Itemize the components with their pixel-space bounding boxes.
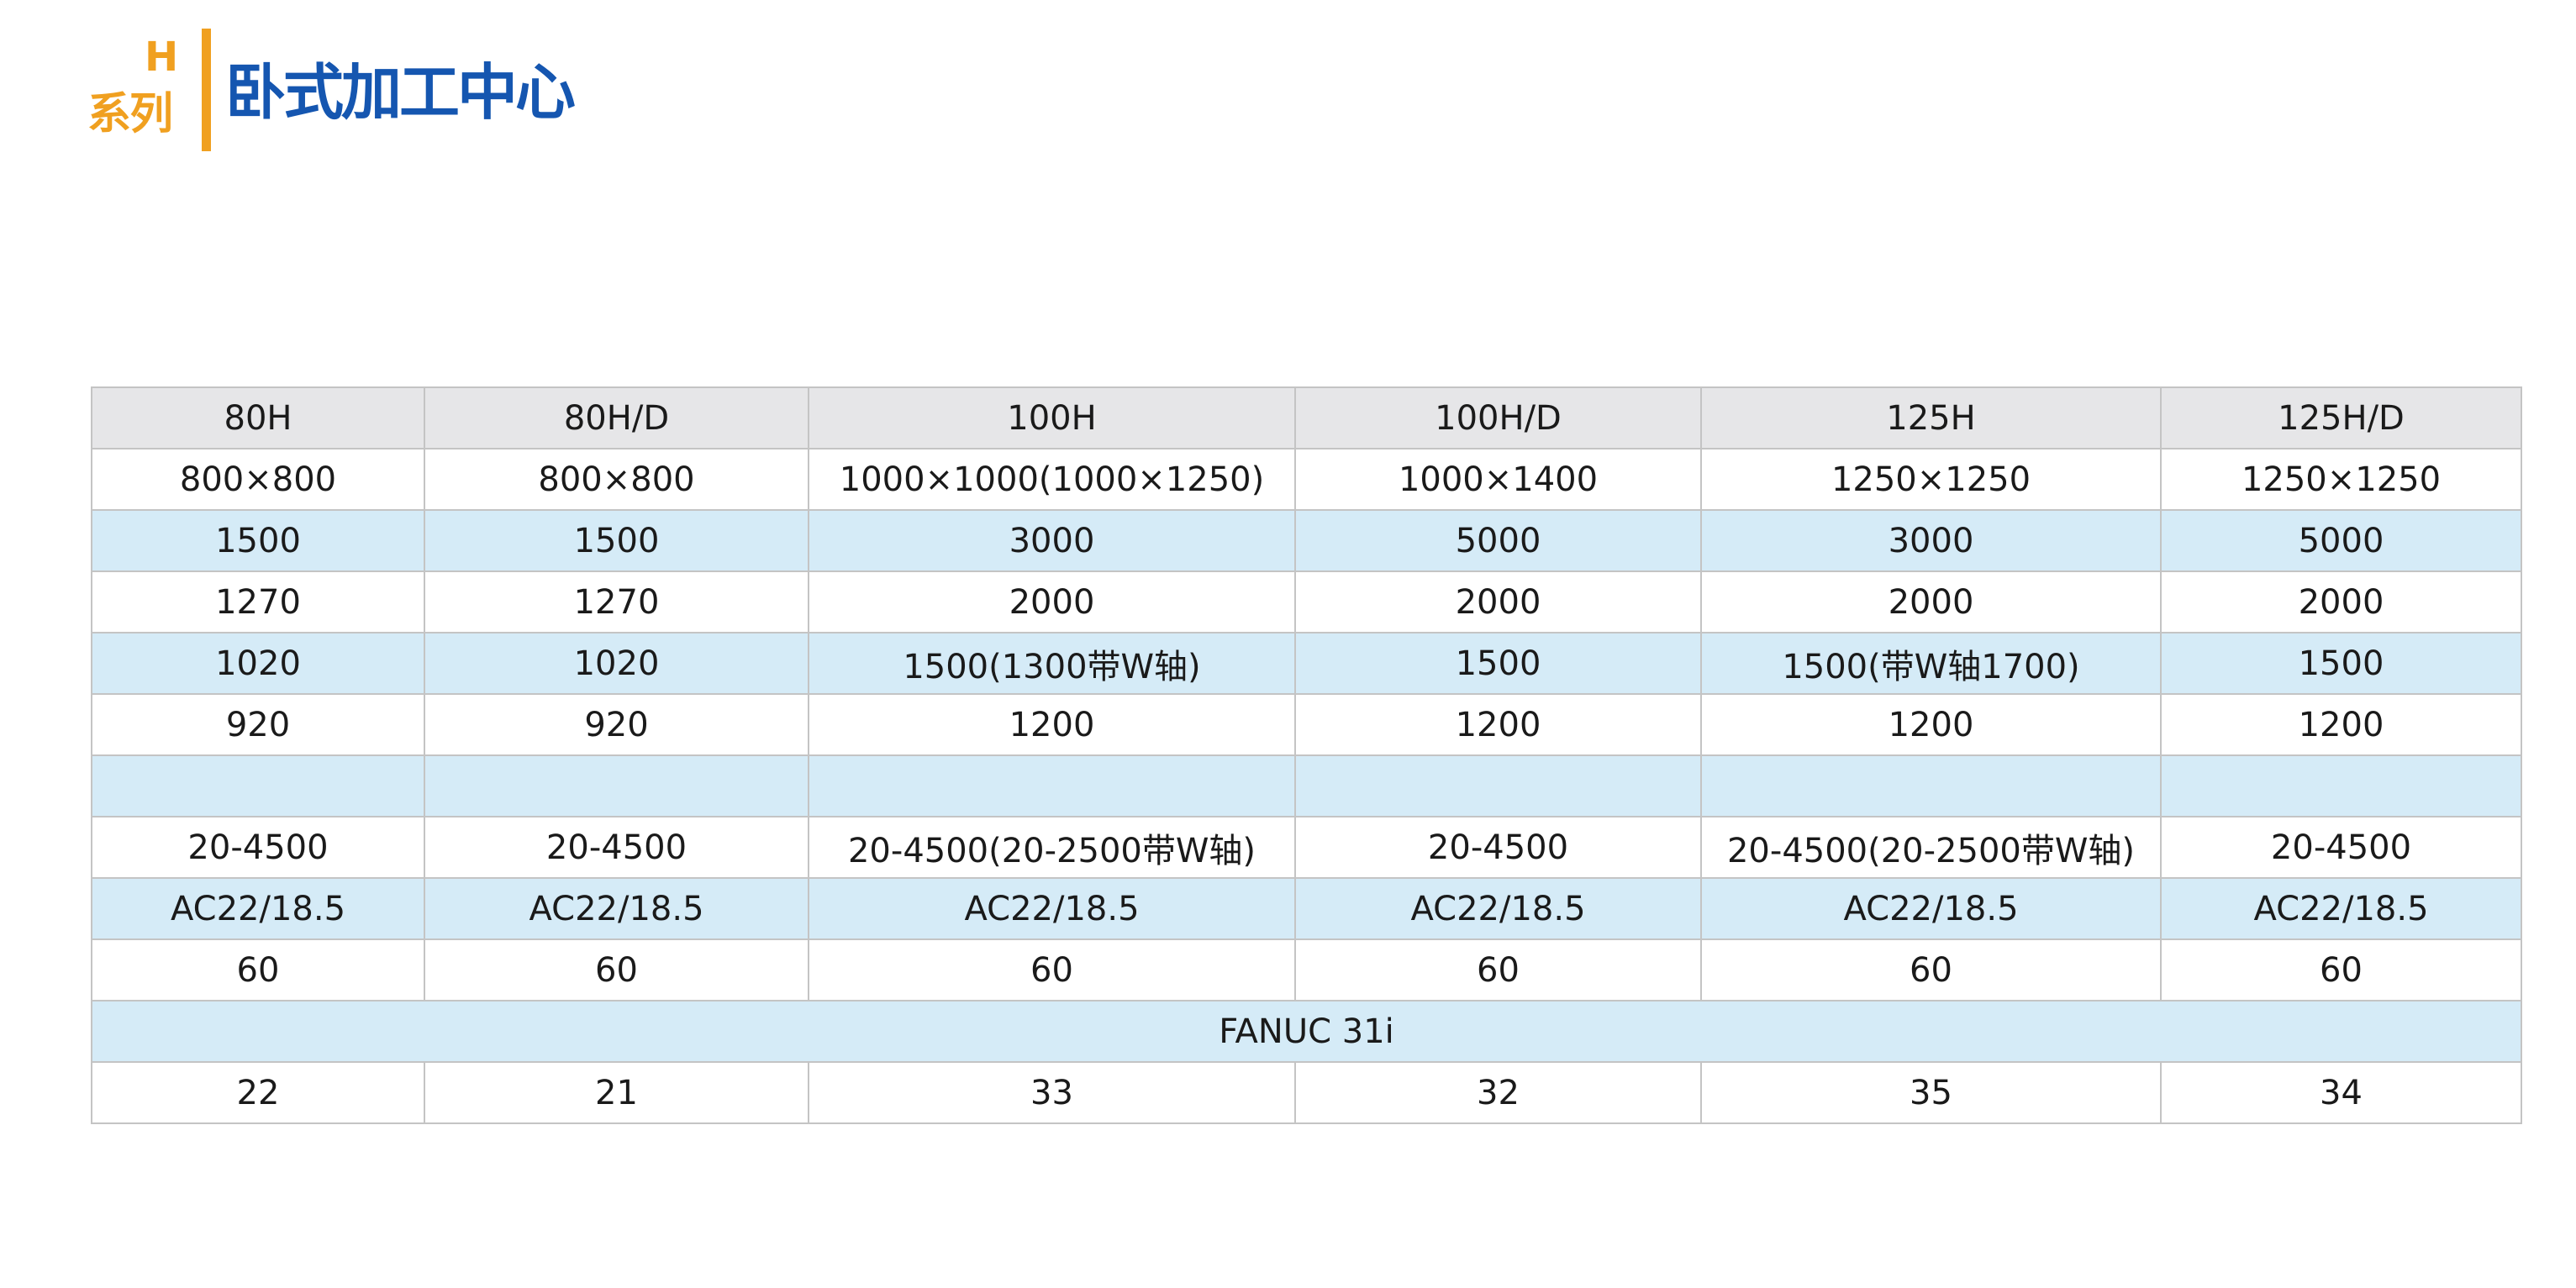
table-cell: 1200: [1700, 693, 2162, 756]
table-cell: 1500(带W轴1700): [1700, 632, 2162, 695]
table-cell: 1500(1300带W轴): [808, 632, 1296, 695]
table-cell: [2160, 754, 2522, 817]
table-cell: 60: [91, 938, 425, 1001]
table-cell: 2000: [2160, 570, 2522, 633]
spec-table: 80H 80H/D 100H 100H/D 125H 125H/D 800×80…: [91, 386, 2522, 1124]
table-cell: 1250×1250: [1700, 448, 2162, 511]
column-header: 100H: [808, 386, 1296, 449]
table-cell: 5000: [2160, 509, 2522, 572]
table-cell: 60: [2160, 938, 2522, 1001]
table-cell: 1000×1400: [1294, 448, 1702, 511]
table-cell: 5000: [1294, 509, 1702, 572]
table-cell: 20-4500: [2160, 816, 2522, 879]
page-title: 卧式加工中心: [225, 57, 576, 128]
table-cell: [808, 754, 1296, 817]
table-cell: AC22/18.5: [424, 877, 809, 940]
table-cell: 60: [424, 938, 809, 1001]
table-cell: 20-4500: [1294, 816, 1702, 879]
cnc-system-cell: FANUC 31i: [91, 1000, 2522, 1063]
table-cell: 33: [808, 1061, 1296, 1124]
series-letter: H: [145, 34, 179, 81]
table-cell: 20-4500(20-2500带W轴): [1700, 816, 2162, 879]
table-cell: AC22/18.5: [1700, 877, 2162, 940]
table-cell: 60: [1294, 938, 1702, 1001]
table-cell: 3000: [1700, 509, 2162, 572]
table-cell: 1270: [424, 570, 809, 633]
table-cell: 20-4500: [91, 816, 425, 879]
table-cell: 34: [2160, 1061, 2522, 1124]
table-row: AC22/18.5 AC22/18.5 AC22/18.5 AC22/18.5 …: [91, 877, 2522, 940]
brand-header: H 系列 卧式加工中心: [87, 29, 608, 151]
table-row: 1270 1270 2000 2000 2000 2000: [91, 570, 2522, 633]
table-row: 22 21 33 32 35 34: [91, 1061, 2522, 1124]
table-cell: 1200: [1294, 693, 1702, 756]
table-cell: 920: [91, 693, 425, 756]
table-cell: 2000: [808, 570, 1296, 633]
table-cell: 1200: [808, 693, 1296, 756]
table-cell: 1020: [91, 632, 425, 695]
column-header: 80H/D: [424, 386, 809, 449]
series-label: 系列: [87, 89, 173, 139]
column-header: 100H/D: [1294, 386, 1702, 449]
table-cell: 32: [1294, 1061, 1702, 1124]
table-cell: AC22/18.5: [808, 877, 1296, 940]
table-cell: 2000: [1294, 570, 1702, 633]
table-cell: 3000: [808, 509, 1296, 572]
table-cell: 60: [1700, 938, 2162, 1001]
table-cell: AC22/18.5: [2160, 877, 2522, 940]
table-cell: 800×800: [91, 448, 425, 511]
table-cell: 1500: [91, 509, 425, 572]
column-header: 125H: [1700, 386, 2162, 449]
table-row: 1500 1500 3000 5000 3000 5000: [91, 509, 2522, 572]
table-cell: 1500: [2160, 632, 2522, 695]
table-cell: 35: [1700, 1061, 2162, 1124]
column-header: 80H: [91, 386, 425, 449]
table-cell: 1250×1250: [2160, 448, 2522, 511]
table-cell: 20-4500(20-2500带W轴): [808, 816, 1296, 879]
table-cell: AC22/18.5: [1294, 877, 1702, 940]
table-row: 800×800 800×800 1000×1000(1000×1250) 100…: [91, 448, 2522, 511]
table-cell: 1500: [1294, 632, 1702, 695]
table-cell: 920: [424, 693, 809, 756]
table-header-row: 80H 80H/D 100H 100H/D 125H 125H/D: [91, 386, 2522, 449]
brand-divider: [202, 29, 211, 151]
table-row-merged: FANUC 31i: [91, 1000, 2522, 1063]
table-row: 60 60 60 60 60 60: [91, 938, 2522, 1001]
table-cell: 1200: [2160, 693, 2522, 756]
table-cell: [1294, 754, 1702, 817]
table-cell: [91, 754, 425, 817]
table-cell: 20-4500: [424, 816, 809, 879]
table-row: [91, 754, 2522, 817]
table-row: 920 920 1200 1200 1200 1200: [91, 693, 2522, 756]
column-header: 125H/D: [2160, 386, 2522, 449]
table-cell: 800×800: [424, 448, 809, 511]
table-cell: 22: [91, 1061, 425, 1124]
table-row: 20-4500 20-4500 20-4500(20-2500带W轴) 20-4…: [91, 816, 2522, 879]
table-cell: 21: [424, 1061, 809, 1124]
table-cell: 60: [808, 938, 1296, 1001]
table-cell: [1700, 754, 2162, 817]
table-cell: [424, 754, 809, 817]
table-cell: AC22/18.5: [91, 877, 425, 940]
table-cell: 1020: [424, 632, 809, 695]
table-cell: 2000: [1700, 570, 2162, 633]
table-row: 1020 1020 1500(1300带W轴) 1500 1500(带W轴170…: [91, 632, 2522, 695]
table-cell: 1000×1000(1000×1250): [808, 448, 1296, 511]
table-cell: 1500: [424, 509, 809, 572]
table-cell: 1270: [91, 570, 425, 633]
